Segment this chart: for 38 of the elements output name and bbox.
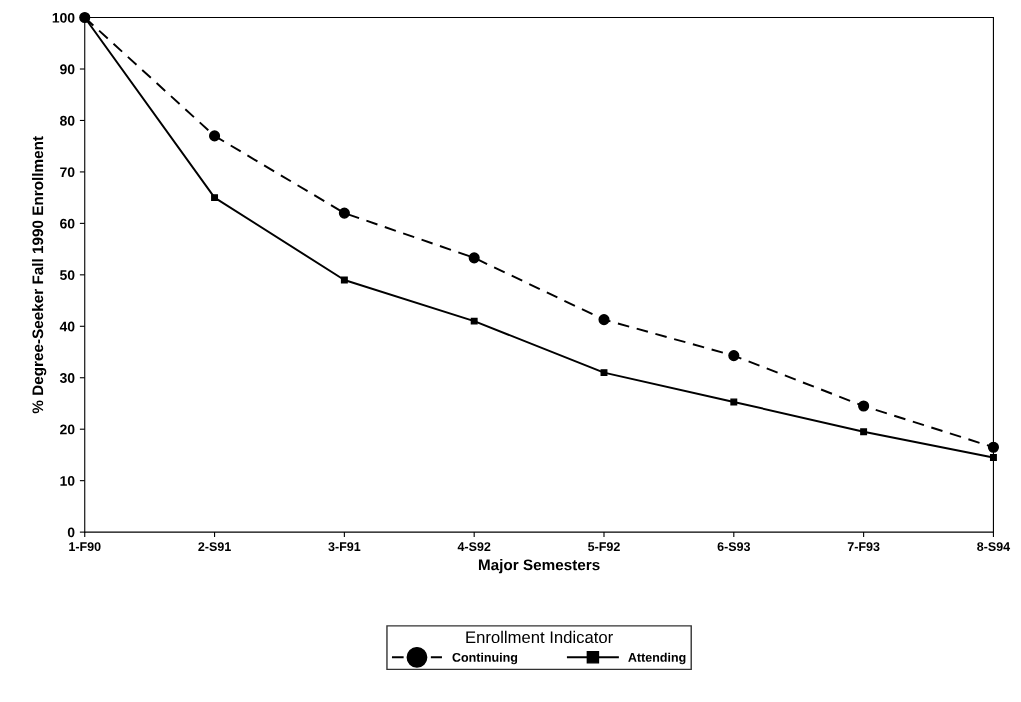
point bbox=[211, 194, 219, 202]
y-tick-label: 0 bbox=[67, 527, 75, 538]
y-tick-label: 70 bbox=[60, 167, 75, 178]
y-tick-label: 40 bbox=[59, 321, 75, 332]
x-tick-label: 8-S94 bbox=[977, 542, 1011, 552]
x-tick-label: 4-S92 bbox=[457, 542, 491, 552]
y-tick-label: 80 bbox=[60, 115, 75, 126]
y-tick-label: 30 bbox=[59, 373, 75, 383]
point bbox=[728, 350, 740, 362]
x-axis-title: Major Semesters bbox=[478, 559, 600, 574]
point bbox=[468, 252, 480, 264]
legend-label: Continuing bbox=[452, 652, 518, 665]
y-tick-label: 100 bbox=[52, 12, 75, 23]
x-tick-label: 2-S91 bbox=[198, 542, 231, 552]
point bbox=[208, 130, 221, 142]
point bbox=[858, 400, 870, 412]
point bbox=[600, 369, 608, 377]
point bbox=[987, 441, 999, 453]
y-tick-label: 20 bbox=[60, 424, 75, 435]
x-tick-label: 6-S93 bbox=[717, 542, 751, 552]
x-tick-label: 1-F90 bbox=[69, 542, 101, 552]
point bbox=[730, 398, 738, 406]
x-tick-label: 5-F92 bbox=[588, 542, 620, 552]
y-tick-label: 50 bbox=[60, 270, 75, 280]
x-tick-label: 7-F93 bbox=[847, 542, 880, 552]
legend-title: Enrollment Indicator bbox=[466, 630, 613, 644]
point bbox=[598, 314, 610, 326]
y-tick-label: 90 bbox=[60, 64, 75, 75]
y-tick-label: 10 bbox=[60, 475, 75, 486]
point bbox=[470, 317, 478, 325]
x-tick-label: 3-F91 bbox=[328, 542, 361, 552]
y-axis-title: % Degree-Seeker Fall 1990 Enrollment bbox=[31, 136, 47, 414]
point bbox=[860, 428, 868, 436]
point bbox=[340, 276, 348, 284]
point bbox=[338, 207, 350, 219]
y-tick-label: 60 bbox=[60, 218, 75, 229]
legend-label: Attending bbox=[628, 652, 686, 665]
point bbox=[989, 454, 997, 461]
